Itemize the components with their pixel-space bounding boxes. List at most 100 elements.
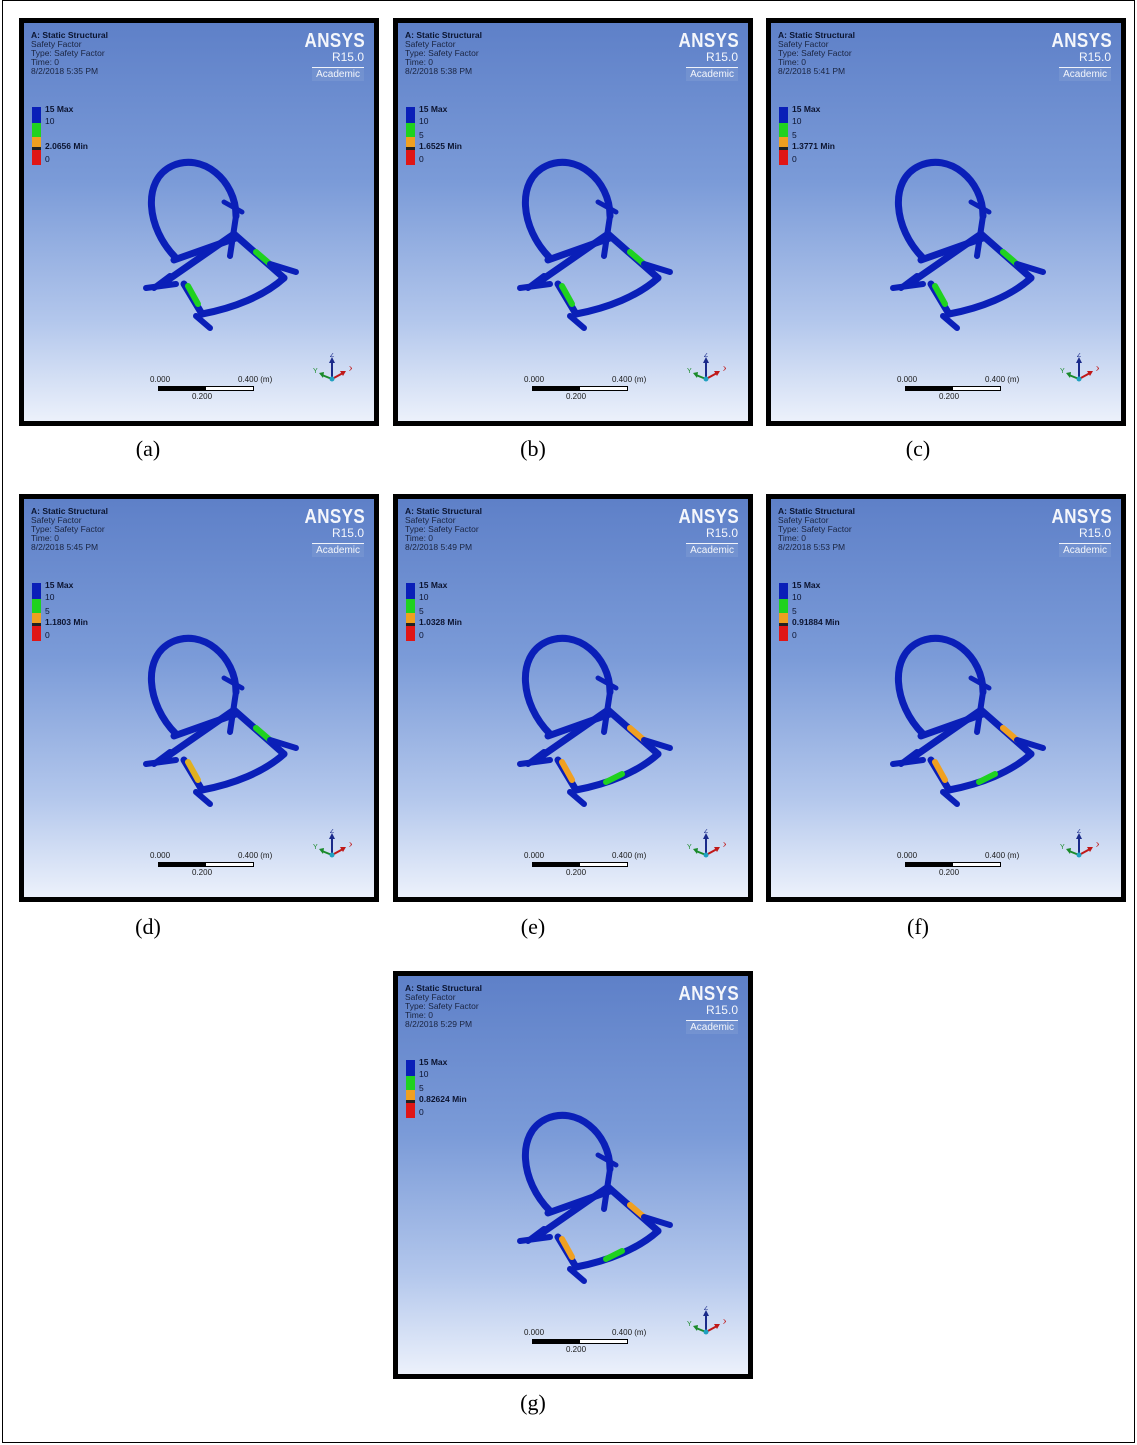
brand-edition: Academic bbox=[312, 67, 364, 81]
legend-5: 5 bbox=[419, 1083, 424, 1093]
scale-start: 0.000 bbox=[897, 851, 918, 860]
legend-0: 0 bbox=[45, 630, 50, 640]
result-name: Safety Factor bbox=[405, 992, 456, 1002]
result-date: 8/2/2018 5:41 PM bbox=[778, 66, 846, 76]
legend-swatch-min bbox=[406, 147, 415, 150]
ansys-viewport: A: Static Structural Safety Factor Type:… bbox=[24, 23, 374, 421]
svg-text:Y: Y bbox=[313, 844, 318, 851]
frame-model bbox=[517, 158, 673, 331]
frame-model bbox=[143, 634, 299, 807]
result-time: Time: 0 bbox=[778, 57, 807, 67]
result-time: Time: 0 bbox=[405, 533, 434, 543]
result-type: Type: Safety Factor bbox=[31, 48, 105, 58]
legend-swatch-min bbox=[32, 147, 41, 150]
result-name: Safety Factor bbox=[778, 39, 829, 49]
ansys-viewport: A: Static Structural Safety Factor Type:… bbox=[771, 23, 1121, 421]
result-time: Time: 0 bbox=[405, 1010, 434, 1020]
result-time: Time: 0 bbox=[405, 57, 434, 67]
panel-caption-g: (g) bbox=[520, 1390, 546, 1415]
scale-ruler bbox=[158, 386, 254, 391]
legend-swatch-orange bbox=[406, 613, 415, 623]
scale-bar: 0.000 0.400 (m) 0.200 bbox=[150, 375, 280, 405]
legend-swatch-orange bbox=[406, 137, 415, 147]
legend-swatch-min bbox=[779, 623, 788, 626]
scale-mid: 0.200 bbox=[939, 868, 960, 877]
analysis-title: A: Static Structural bbox=[778, 506, 855, 516]
scale-ruler bbox=[158, 862, 254, 867]
legend-swatch-red bbox=[406, 626, 415, 641]
frame-model bbox=[517, 634, 673, 807]
result-info: A: Static Structural Safety Factor Type:… bbox=[778, 31, 855, 76]
brand-version: R15.0 bbox=[1078, 526, 1111, 540]
legend-swatch-green bbox=[32, 599, 41, 613]
legend-min: 1.6525 Min bbox=[419, 141, 462, 151]
scale-bar: 0.000 0.400 (m) 0.200 bbox=[524, 375, 654, 405]
brand-name: ANSYS bbox=[678, 30, 740, 52]
brand-version: R15.0 bbox=[705, 526, 738, 540]
result-panel-g: A: Static Structural Safety Factor Type:… bbox=[393, 971, 753, 1379]
svg-text:X: X bbox=[349, 842, 352, 849]
legend-5: 5 bbox=[419, 130, 424, 140]
legend-swatch-red bbox=[779, 150, 788, 165]
result-info: A: Static Structural Safety Factor Type:… bbox=[31, 31, 108, 76]
ansys-logo: ANSYS R15.0 Academic bbox=[294, 31, 365, 82]
legend-min: 1.3771 Min bbox=[792, 141, 835, 151]
axis-triad: Z X Y bbox=[687, 1306, 726, 1335]
ansys-viewport: A: Static Structural Safety Factor Type:… bbox=[771, 499, 1121, 897]
scale-mid: 0.200 bbox=[566, 868, 587, 877]
scale-start: 0.000 bbox=[524, 375, 545, 384]
panel-caption-e: (e) bbox=[520, 914, 546, 939]
ansys-viewport: A: Static Structural Safety Factor Type:… bbox=[24, 499, 374, 897]
result-name: Safety Factor bbox=[31, 515, 82, 525]
axis-triad: Z X Y bbox=[313, 353, 352, 382]
svg-text:X: X bbox=[723, 366, 726, 373]
legend-0: 0 bbox=[419, 154, 424, 164]
result-name: Safety Factor bbox=[405, 515, 456, 525]
scale-start: 0.000 bbox=[150, 375, 171, 384]
result-panel-e: A: Static Structural Safety Factor Type:… bbox=[393, 494, 753, 902]
ansys-logo: ANSYS R15.0 Academic bbox=[668, 30, 740, 82]
result-type: Type: Safety Factor bbox=[31, 524, 105, 534]
legend-5: 5 bbox=[45, 606, 50, 616]
result-type: Type: Safety Factor bbox=[405, 1001, 479, 1011]
result-date: 8/2/2018 5:49 PM bbox=[405, 542, 473, 552]
result-panel-d: A: Static Structural Safety Factor Type:… bbox=[19, 494, 379, 902]
ansys-logo: ANSYS R15.0 Academic bbox=[668, 984, 739, 1035]
frame-model bbox=[143, 158, 299, 331]
result-type: Type: Safety Factor bbox=[778, 524, 852, 534]
ansys-viewport: A: Static Structural Safety Factor Type:… bbox=[398, 23, 748, 421]
axis-triad: Z X Y bbox=[687, 353, 726, 382]
brand-name: ANSYS bbox=[1051, 506, 1113, 528]
legend-0: 0 bbox=[792, 154, 797, 164]
result-info: A: Static Structural Safety Factor Type:… bbox=[405, 984, 482, 1029]
legend-10: 10 bbox=[792, 116, 802, 126]
scale-bar: 0.000 0.400 (m) 0.200 bbox=[524, 851, 654, 881]
legend-swatch-min bbox=[406, 1100, 415, 1103]
legend-10: 10 bbox=[419, 116, 429, 126]
legend-swatch-blue bbox=[779, 107, 788, 123]
safety-factor-legend: 15 Max 10 5 1.1803 Min 0 bbox=[32, 581, 112, 647]
brand-edition: Academic bbox=[312, 543, 364, 557]
legend-max: 15 Max bbox=[419, 104, 448, 114]
frame-model bbox=[890, 634, 1046, 807]
legend-10: 10 bbox=[419, 1069, 429, 1079]
scale-bar: 0.000 0.400 (m) 0.200 bbox=[897, 375, 1027, 405]
ansys-logo: ANSYS R15.0 Academic bbox=[294, 507, 365, 558]
legend-swatch-orange bbox=[32, 613, 41, 623]
axis-triad: Z X Y bbox=[1060, 353, 1099, 382]
safety-factor-legend: 15 Max 10 2.0656 Min 0 bbox=[32, 105, 112, 171]
legend-swatch-green bbox=[779, 123, 788, 137]
scale-end: 0.400 (m) bbox=[985, 851, 1020, 860]
scale-start: 0.000 bbox=[524, 1328, 545, 1337]
legend-swatch-min bbox=[406, 623, 415, 626]
result-date: 8/2/2018 5:29 PM bbox=[405, 1019, 473, 1029]
svg-text:Y: Y bbox=[687, 844, 692, 851]
scale-end: 0.400 (m) bbox=[985, 375, 1020, 384]
svg-text:Z: Z bbox=[330, 829, 335, 835]
legend-max: 15 Max bbox=[792, 580, 821, 590]
result-info: A: Static Structural Safety Factor Type:… bbox=[405, 507, 482, 552]
svg-text:X: X bbox=[723, 1319, 726, 1326]
svg-text:Y: Y bbox=[687, 368, 692, 375]
legend-swatch-orange bbox=[406, 1090, 415, 1100]
result-panel-f: A: Static Structural Safety Factor Type:… bbox=[766, 494, 1126, 902]
